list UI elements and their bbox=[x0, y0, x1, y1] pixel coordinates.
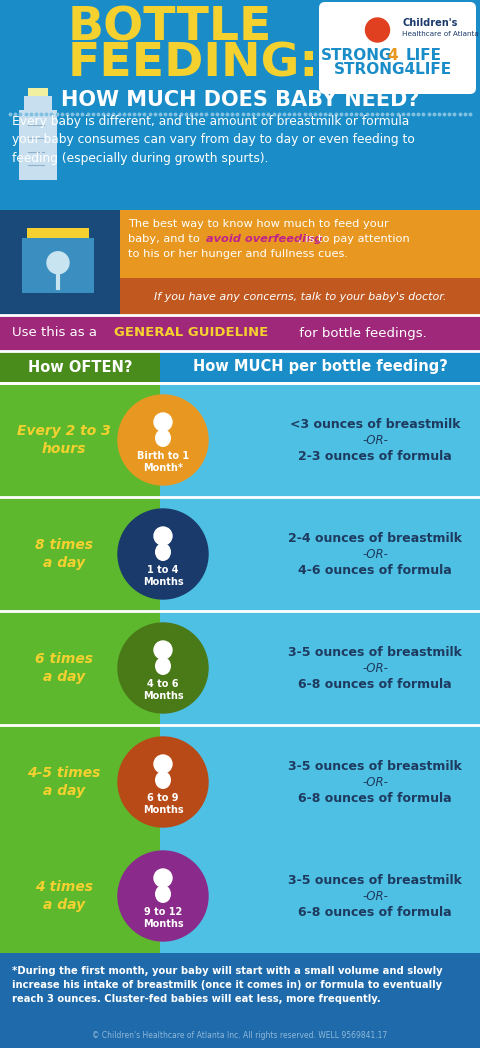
Circle shape bbox=[118, 623, 208, 713]
Circle shape bbox=[154, 755, 172, 773]
Circle shape bbox=[118, 395, 208, 485]
Text: 6 to 9
Months: 6 to 9 Months bbox=[143, 793, 183, 814]
FancyBboxPatch shape bbox=[319, 2, 476, 94]
Text: -OR-: -OR- bbox=[362, 661, 388, 675]
Text: FEEDING:: FEEDING: bbox=[68, 42, 319, 87]
Text: How OFTEN?: How OFTEN? bbox=[28, 359, 132, 374]
Text: -OR-: -OR- bbox=[362, 434, 388, 446]
Text: a day: a day bbox=[43, 784, 85, 798]
Text: 4-6 ounces of formula: 4-6 ounces of formula bbox=[298, 564, 452, 576]
Ellipse shape bbox=[155, 429, 171, 447]
Ellipse shape bbox=[155, 771, 171, 789]
Ellipse shape bbox=[155, 885, 171, 903]
Text: 3-5 ounces of breastmilk: 3-5 ounces of breastmilk bbox=[288, 873, 462, 887]
FancyBboxPatch shape bbox=[160, 383, 480, 497]
FancyBboxPatch shape bbox=[0, 839, 160, 953]
Text: 3-5 ounces of breastmilk: 3-5 ounces of breastmilk bbox=[288, 760, 462, 772]
Text: Healthcare of Atlanta: Healthcare of Atlanta bbox=[403, 31, 479, 37]
Text: STRONG4LIFE: STRONG4LIFE bbox=[334, 63, 452, 78]
Text: a day: a day bbox=[43, 556, 85, 570]
Text: avoid overfeeding: avoid overfeeding bbox=[206, 234, 322, 244]
Text: 6-8 ounces of formula: 6-8 ounces of formula bbox=[298, 905, 452, 918]
Text: a day: a day bbox=[43, 670, 85, 684]
Circle shape bbox=[154, 641, 172, 659]
FancyBboxPatch shape bbox=[160, 497, 480, 611]
Text: reach 3 ounces. Cluster-fed babies will eat less, more frequently.: reach 3 ounces. Cluster-fed babies will … bbox=[12, 994, 381, 1004]
Text: 4 times: 4 times bbox=[35, 880, 93, 894]
Text: -OR-: -OR- bbox=[362, 890, 388, 902]
Text: BOTTLE: BOTTLE bbox=[68, 5, 272, 50]
FancyBboxPatch shape bbox=[0, 351, 160, 383]
Text: 2-3 ounces of formula: 2-3 ounces of formula bbox=[298, 450, 452, 462]
FancyBboxPatch shape bbox=[0, 611, 160, 725]
Text: -OR-: -OR- bbox=[362, 776, 388, 788]
Ellipse shape bbox=[155, 657, 171, 675]
FancyBboxPatch shape bbox=[120, 279, 480, 315]
Text: <3 ounces of breastmilk: <3 ounces of breastmilk bbox=[290, 417, 460, 431]
FancyBboxPatch shape bbox=[160, 725, 480, 839]
Text: increase his intake of breastmilk (once it comes in) or formula to eventually: increase his intake of breastmilk (once … bbox=[12, 980, 442, 990]
Text: GENERAL GUIDELINE: GENERAL GUIDELINE bbox=[114, 327, 268, 340]
FancyBboxPatch shape bbox=[22, 238, 94, 293]
FancyBboxPatch shape bbox=[0, 497, 160, 611]
FancyBboxPatch shape bbox=[24, 96, 52, 110]
Text: LIFE: LIFE bbox=[406, 48, 442, 64]
FancyBboxPatch shape bbox=[28, 88, 48, 96]
Text: Every baby is different, and the amount of breastmilk or formula
your baby consu: Every baby is different, and the amount … bbox=[12, 115, 415, 165]
FancyBboxPatch shape bbox=[0, 953, 480, 1048]
Circle shape bbox=[154, 869, 172, 887]
Text: Use this as a: Use this as a bbox=[12, 327, 101, 340]
FancyBboxPatch shape bbox=[0, 315, 480, 351]
Text: © Children's Healthcare of Atlanta Inc. All rights reserved. WELL 9569841.17: © Children's Healthcare of Atlanta Inc. … bbox=[92, 1031, 388, 1040]
Circle shape bbox=[47, 252, 69, 274]
FancyBboxPatch shape bbox=[0, 725, 160, 839]
Text: Children's: Children's bbox=[403, 18, 458, 28]
Text: 4-5 times: 4-5 times bbox=[27, 766, 101, 780]
Text: 9 to 12
Months: 9 to 12 Months bbox=[143, 908, 183, 929]
Text: STRONG: STRONG bbox=[321, 48, 393, 64]
Text: for bottle feedings.: for bottle feedings. bbox=[295, 327, 427, 340]
Text: The best way to know how much to feed your: The best way to know how much to feed yo… bbox=[128, 219, 389, 230]
FancyBboxPatch shape bbox=[19, 110, 57, 180]
FancyBboxPatch shape bbox=[120, 210, 480, 279]
Text: a day: a day bbox=[43, 898, 85, 912]
Text: If you have any concerns, talk to your baby's doctor.: If you have any concerns, talk to your b… bbox=[154, 291, 446, 302]
Circle shape bbox=[154, 527, 172, 545]
Circle shape bbox=[118, 851, 208, 941]
FancyBboxPatch shape bbox=[160, 839, 480, 953]
Text: HOW MUCH DOES BABY NEED?: HOW MUCH DOES BABY NEED? bbox=[61, 90, 419, 110]
Text: 4 to 6
Months: 4 to 6 Months bbox=[143, 679, 183, 701]
Text: , is to pay attention: , is to pay attention bbox=[298, 234, 410, 244]
Text: Birth to 1
Month*: Birth to 1 Month* bbox=[137, 452, 189, 473]
Text: 1 to 4
Months: 1 to 4 Months bbox=[143, 565, 183, 587]
Circle shape bbox=[118, 509, 208, 599]
Circle shape bbox=[118, 737, 208, 827]
FancyBboxPatch shape bbox=[0, 0, 480, 210]
Text: 4: 4 bbox=[387, 48, 398, 64]
Text: How MUCH per bottle feeding?: How MUCH per bottle feeding? bbox=[192, 359, 447, 374]
Text: hours: hours bbox=[42, 442, 86, 456]
FancyBboxPatch shape bbox=[0, 210, 120, 315]
Text: 6 times: 6 times bbox=[35, 652, 93, 665]
FancyBboxPatch shape bbox=[0, 383, 160, 497]
Ellipse shape bbox=[155, 543, 171, 561]
Text: 3-5 ounces of breastmilk: 3-5 ounces of breastmilk bbox=[288, 646, 462, 658]
FancyBboxPatch shape bbox=[160, 351, 480, 383]
Circle shape bbox=[365, 18, 389, 42]
FancyBboxPatch shape bbox=[27, 228, 89, 238]
Text: 8 times: 8 times bbox=[35, 538, 93, 552]
Text: Every 2 to 3: Every 2 to 3 bbox=[17, 424, 111, 438]
Text: 2-4 ounces of breastmilk: 2-4 ounces of breastmilk bbox=[288, 531, 462, 545]
Text: 6-8 ounces of formula: 6-8 ounces of formula bbox=[298, 677, 452, 691]
Circle shape bbox=[154, 413, 172, 431]
Text: to his or her hunger and fullness cues.: to his or her hunger and fullness cues. bbox=[128, 249, 348, 259]
Text: -OR-: -OR- bbox=[362, 547, 388, 561]
Text: *During the first month, your baby will start with a small volume and slowly: *During the first month, your baby will … bbox=[12, 966, 443, 976]
Text: 6-8 ounces of formula: 6-8 ounces of formula bbox=[298, 791, 452, 805]
FancyBboxPatch shape bbox=[160, 611, 480, 725]
Text: baby, and to: baby, and to bbox=[128, 234, 204, 244]
